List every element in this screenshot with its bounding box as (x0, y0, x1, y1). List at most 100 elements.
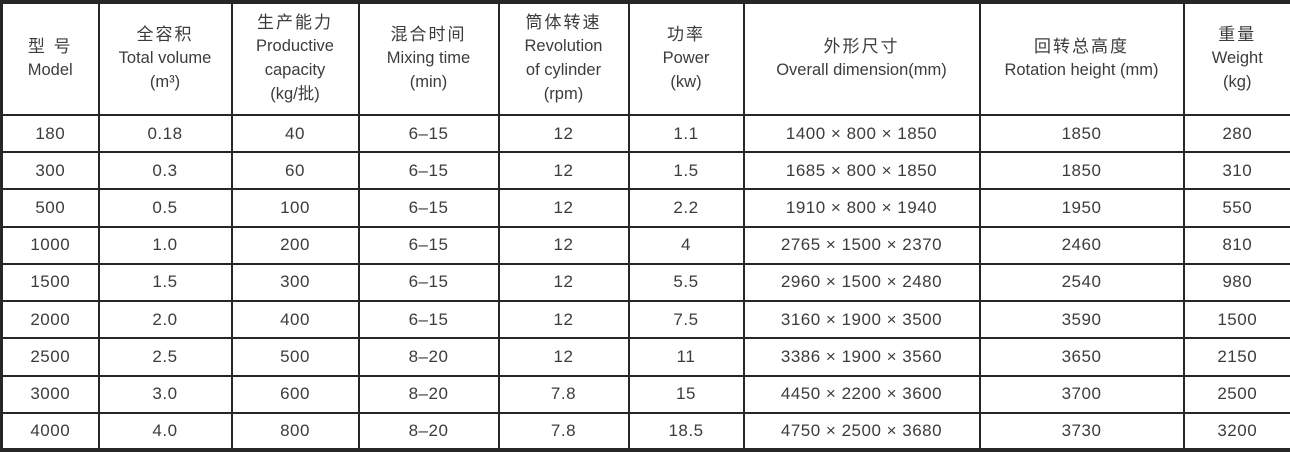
cell-power: 2.2 (627, 188, 745, 228)
cell-productive-capacity: 200 (230, 225, 360, 265)
cell-model: 180 (0, 113, 100, 154)
table-row: 3000 3.0 600 8–20 7.8 15 4450 × 2200 × 3600 370… (0, 374, 1290, 414)
cell-mixing-time: 6–15 (357, 113, 500, 154)
column-header-weight-line: 重量 (1218, 24, 1257, 44)
cell-model: 500 (0, 188, 100, 228)
cell-rotation-height: 3590 (978, 300, 1185, 340)
cell-overall-dimension: 2765 × 1500 × 2370 (742, 225, 981, 265)
column-header-power: 功率 Power (kw) (627, 0, 745, 116)
cell-revolution-of-cylinder: 7.8 (497, 374, 630, 414)
cell-mixing-time: 8–20 (357, 411, 500, 452)
header-row: 型 号 Model 全容积 Total volume (m³) 生产能力 Productiv… (0, 0, 1290, 116)
cell-weight: 280 (1182, 113, 1290, 154)
cell-productive-capacity: 100 (230, 188, 360, 228)
column-header-productive-capacity-line: (kg/批) (270, 85, 320, 104)
cell-total-volume: 1.0 (97, 225, 233, 265)
cell-weight: 2150 (1182, 337, 1290, 377)
cell-revolution-of-cylinder: 12 (497, 113, 630, 154)
column-header-total-volume-line: Total volume (118, 49, 212, 68)
cell-revolution-of-cylinder: 12 (497, 188, 630, 228)
cell-mixing-time: 6–15 (357, 262, 500, 303)
column-header-weight: 重量 Weight (kg) (1182, 0, 1290, 116)
table-row: 4000 4.0 800 8–20 7.8 18.5 4750 × 2500 × 3680 3… (0, 411, 1290, 452)
column-header-total-volume-line: (m³) (149, 73, 181, 92)
column-header-overall-dimension: 外形尺寸 Overall dimension(mm) (742, 0, 981, 116)
column-header-rotation-height-line: 回转总高度 (1034, 36, 1129, 56)
cell-rotation-height: 3700 (978, 374, 1185, 414)
column-header-productive-capacity-line: Productive (256, 37, 334, 56)
column-header-power-line: (kw) (670, 73, 702, 92)
cell-rotation-height: 1950 (978, 188, 1185, 228)
column-header-weight-line: Weight (1211, 49, 1263, 68)
column-header-mixing-time: 混合时间 Mixing time (min) (357, 0, 500, 116)
table-row: 2500 2.5 500 8–20 12 11 3386 × 1900 × 3560 3650… (0, 337, 1290, 377)
column-header-revolution-of-cylinder-line: of cylinder (525, 61, 602, 80)
cell-power: 1.5 (627, 151, 745, 191)
cell-revolution-of-cylinder: 12 (497, 262, 630, 303)
cell-revolution-of-cylinder: 12 (497, 151, 630, 191)
cell-mixing-time: 6–15 (357, 151, 500, 191)
cell-weight: 810 (1182, 225, 1290, 265)
cell-mixing-time: 6–15 (357, 300, 500, 340)
cell-overall-dimension: 2960 × 1500 × 2480 (742, 262, 981, 303)
column-header-total-volume: 全容积 Total volume (m³) (97, 0, 233, 116)
table-row: 500 0.5 100 6–15 12 2.2 1910 × 800 × 1940 1950 5… (0, 188, 1290, 228)
column-header-overall-dimension-line: Overall dimension(mm) (776, 61, 947, 80)
cell-total-volume: 4.0 (97, 411, 233, 452)
column-header-revolution-of-cylinder: 筒体转速 Revolution of cylinder (rpm) (497, 0, 630, 116)
column-header-mixing-time-line: (min) (409, 73, 448, 92)
table-row: 2000 2.0 400 6–15 12 7.5 3160 × 1900 × 3500 359… (0, 300, 1290, 340)
cell-total-volume: 3.0 (97, 374, 233, 414)
cell-model: 3000 (0, 374, 100, 414)
cell-weight: 980 (1182, 262, 1290, 303)
cell-power: 4 (627, 225, 745, 265)
column-header-productive-capacity-line: 生产能力 (257, 12, 333, 32)
cell-model: 2000 (0, 300, 100, 340)
column-header-productive-capacity-line: capacity (264, 61, 326, 80)
column-header-revolution-of-cylinder-line: 筒体转速 (525, 12, 602, 32)
column-header-productive-capacity: 生产能力 Productive capacity (kg/批) (230, 0, 360, 116)
cell-revolution-of-cylinder: 12 (497, 225, 630, 265)
cell-productive-capacity: 60 (230, 151, 360, 191)
cell-mixing-time: 6–15 (357, 188, 500, 228)
column-header-model: 型 号 Model (0, 0, 100, 116)
cell-productive-capacity: 600 (230, 374, 360, 414)
cell-weight: 3200 (1182, 411, 1290, 452)
table-row: 300 0.3 60 6–15 12 1.5 1685 × 800 × 1850 1850 31… (0, 151, 1290, 191)
cell-rotation-height: 1850 (978, 113, 1185, 154)
cell-overall-dimension: 4450 × 2200 × 3600 (742, 374, 981, 414)
cell-productive-capacity: 500 (230, 337, 360, 377)
cell-revolution-of-cylinder: 12 (497, 300, 630, 340)
column-header-rotation-height: 回转总高度 Rotation height (mm) (978, 0, 1185, 116)
cell-power: 1.1 (627, 113, 745, 154)
table-row: 1000 1.0 200 6–15 12 4 2765 × 1500 × 2370 2460 8… (0, 225, 1290, 265)
cell-total-volume: 0.5 (97, 188, 233, 228)
cell-power: 11 (627, 337, 745, 377)
cell-rotation-height: 1850 (978, 151, 1185, 191)
cell-rotation-height: 2460 (978, 225, 1185, 265)
cell-model: 300 (0, 151, 100, 191)
cell-overall-dimension: 1400 × 800 × 1850 (742, 113, 981, 154)
table-row: 180 0.18 40 6–15 12 1.1 1400 × 800 × 1850 1850 2… (0, 113, 1290, 154)
cell-revolution-of-cylinder: 7.8 (497, 411, 630, 452)
cell-overall-dimension: 1910 × 800 × 1940 (742, 188, 981, 228)
cell-overall-dimension: 3160 × 1900 × 3500 (742, 300, 981, 340)
cell-total-volume: 1.5 (97, 262, 233, 303)
column-header-revolution-of-cylinder-line: (rpm) (543, 85, 584, 104)
cell-power: 15 (627, 374, 745, 414)
cell-mixing-time: 6–15 (357, 225, 500, 265)
cell-model: 4000 (0, 411, 100, 452)
column-header-model-line: Model (27, 61, 73, 80)
cell-total-volume: 0.18 (97, 113, 233, 154)
cell-productive-capacity: 300 (230, 262, 360, 303)
cell-mixing-time: 8–20 (357, 374, 500, 414)
cell-power: 5.5 (627, 262, 745, 303)
cell-total-volume: 2.5 (97, 337, 233, 377)
cell-mixing-time: 8–20 (357, 337, 500, 377)
cell-rotation-height: 2540 (978, 262, 1185, 303)
spec-table-body: 180 0.18 40 6–15 12 1.1 1400 × 800 × 1850 1850 2… (0, 113, 1290, 452)
cell-power: 18.5 (627, 411, 745, 452)
column-header-mixing-time-line: Mixing time (386, 49, 471, 68)
cell-model: 2500 (0, 337, 100, 377)
